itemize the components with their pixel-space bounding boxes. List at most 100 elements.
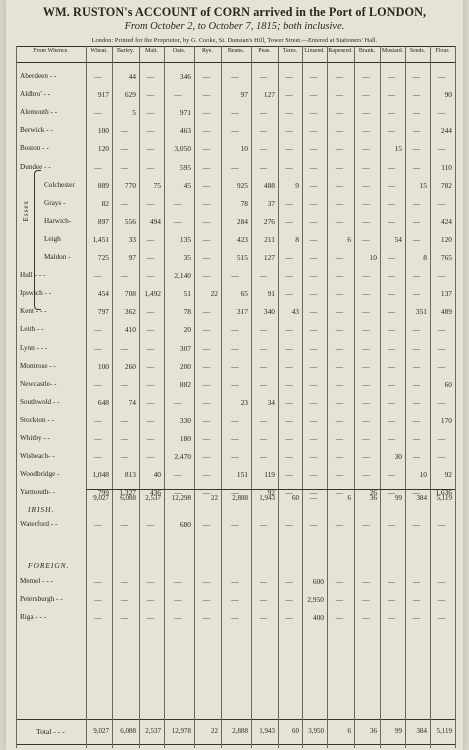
table-cell: 5,119 <box>436 494 453 502</box>
port-name: Colchester <box>44 180 75 189</box>
table-cell: — <box>202 577 211 586</box>
table-cell: 60 <box>444 379 452 389</box>
table-cell: — <box>412 325 421 335</box>
table-cell: — <box>335 613 344 623</box>
table-cell: — <box>412 126 421 136</box>
table-cell: — <box>412 90 421 100</box>
table-cell: — <box>231 271 239 281</box>
table-cell: 34 <box>267 397 275 407</box>
table-cell: 12,978 <box>171 727 191 735</box>
table-cell: 410 <box>124 325 136 335</box>
column-line <box>278 46 279 748</box>
table-cell: — <box>259 520 268 529</box>
table-cell: 20 <box>183 325 191 335</box>
table-cell: 26 <box>369 488 377 498</box>
table-cell: 10 <box>240 144 248 154</box>
table-cell: — <box>94 271 102 281</box>
table-cell: — <box>437 577 446 586</box>
table-cell: — <box>335 307 344 317</box>
table-cell: — <box>387 379 396 389</box>
column-header: Linseed. <box>304 48 325 54</box>
column-header: Rapeseed. <box>328 48 353 54</box>
table-cell: 97 <box>128 253 136 262</box>
table-cell: — <box>259 613 268 623</box>
table-cell: — <box>309 216 318 226</box>
table-cell: — <box>387 577 396 586</box>
table-cell: 15 <box>419 180 427 190</box>
table-cell: — <box>387 415 396 425</box>
table-cell: 765 <box>440 253 452 262</box>
table-cell: — <box>202 90 211 100</box>
table-cell: 78 <box>240 198 248 208</box>
table-cell: — <box>285 108 293 118</box>
table-cell: 340 <box>263 307 275 317</box>
column-line <box>164 46 165 748</box>
table-cell: — <box>309 198 318 208</box>
column-header: Peas. <box>258 48 271 54</box>
foreign-section-label: FOREIGN. <box>28 561 70 570</box>
table-cell: 54 <box>394 234 402 244</box>
table-cell: 925 <box>236 180 248 190</box>
port-name: Petersburgh - - <box>20 595 63 604</box>
table-cell: 680 <box>179 520 191 529</box>
table-cell: — <box>202 126 211 136</box>
table-cell: 30 <box>394 452 402 462</box>
table-cell: — <box>387 126 396 136</box>
table-cell: — <box>362 198 370 208</box>
table-cell: 10 <box>419 470 427 480</box>
table-cell: — <box>202 488 211 498</box>
table-cell: — <box>202 198 211 208</box>
table-cell: — <box>259 452 268 462</box>
table-cell: — <box>412 379 421 389</box>
table-cell: — <box>202 613 211 623</box>
table-cell: — <box>387 90 396 100</box>
table-cell: — <box>174 595 182 605</box>
table-cell: 100 <box>97 126 109 136</box>
table-cell: — <box>146 126 155 136</box>
table-cell: — <box>412 108 421 118</box>
table-cell: — <box>202 343 211 353</box>
port-name: Boston - - <box>20 144 49 153</box>
table-cell: 6 <box>347 234 351 244</box>
table-cell: 423 <box>236 234 248 244</box>
table-cell: 127 <box>263 253 275 262</box>
table-cell: — <box>437 613 446 623</box>
table-cell: 6 <box>347 494 352 502</box>
table-cell: — <box>362 379 370 389</box>
table-cell: — <box>120 343 129 353</box>
table-cell: — <box>437 325 446 335</box>
table-cell: — <box>202 415 211 425</box>
table-cell: — <box>412 144 421 154</box>
table-cell: — <box>202 452 211 462</box>
table-cell: — <box>231 379 239 389</box>
table-cell: — <box>120 520 129 529</box>
table-cell: — <box>309 361 318 371</box>
table-cell: — <box>412 72 421 81</box>
column-line <box>430 46 431 748</box>
table-cell: — <box>362 216 370 226</box>
table-cell: — <box>259 271 268 281</box>
table-cell: 276 <box>263 216 275 226</box>
table-cell: 595 <box>179 162 191 172</box>
table-cell: 8 <box>423 253 427 262</box>
table-cell: — <box>146 613 155 623</box>
table-cell: — <box>335 289 344 299</box>
table-cell: 211 <box>264 234 275 244</box>
table-cell: — <box>437 72 446 81</box>
table-cell: 91 <box>267 289 275 299</box>
table-cell: 384 <box>416 727 428 735</box>
table-cell: — <box>412 595 421 605</box>
table-cell: 65 <box>240 289 248 299</box>
port-name: Yarmouth- - <box>20 488 56 497</box>
port-name: Waterford - - <box>20 520 58 528</box>
table-cell: 170 <box>440 415 452 425</box>
table-cell: — <box>285 144 293 154</box>
bottom-rule <box>16 744 455 745</box>
table-cell: 2,537 <box>145 727 161 735</box>
table-cell: 1,943 <box>259 727 275 735</box>
table-cell: — <box>285 452 293 462</box>
table-cell: — <box>285 325 293 335</box>
table-cell: 100 <box>97 361 109 371</box>
table-cell: — <box>285 253 293 262</box>
port-name: Grays - <box>44 198 66 207</box>
